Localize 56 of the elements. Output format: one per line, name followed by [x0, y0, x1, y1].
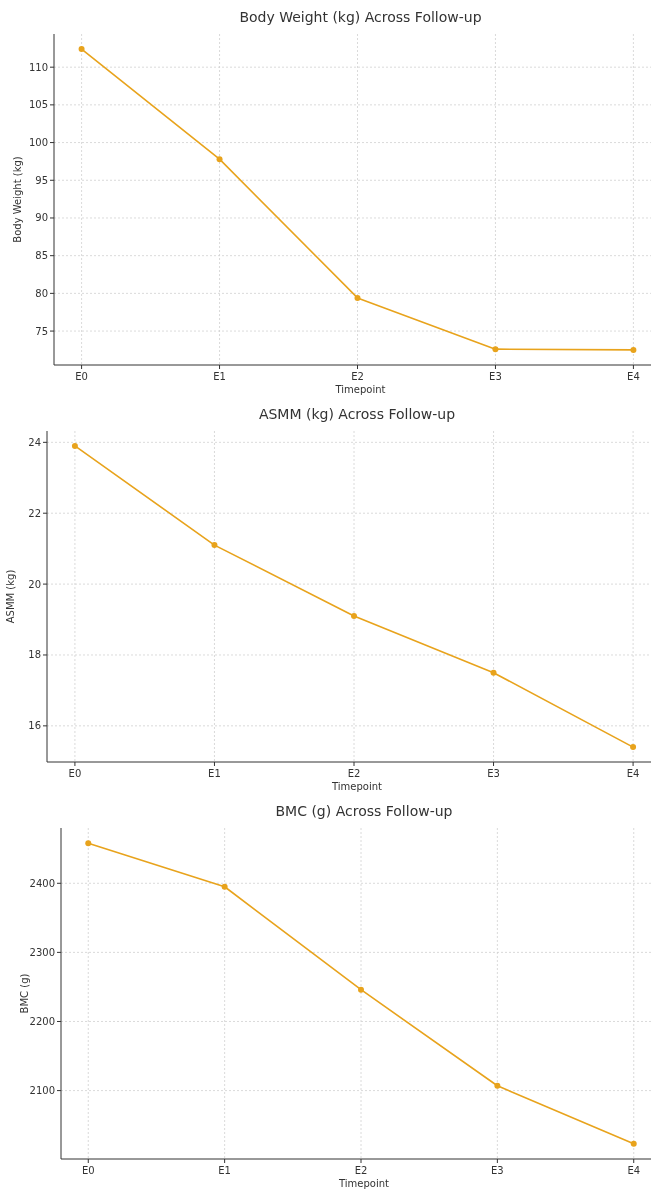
point — [78, 46, 85, 53]
y-axis-title: Body Weight (kg) — [12, 156, 23, 243]
point — [351, 612, 357, 619]
point — [630, 346, 637, 353]
x-tick-label: E3 — [491, 1165, 504, 1176]
x-tick-label: E2 — [347, 768, 361, 779]
y-tick-label: 2200 — [29, 1015, 55, 1027]
x-axis-title: Timepoint — [331, 781, 383, 792]
x-tick-label: E4 — [626, 768, 640, 779]
y-tick-label: 90 — [35, 212, 48, 224]
y-tick-label: 16 — [28, 720, 41, 732]
y-tick-label: 2400 — [29, 877, 55, 889]
x-tick-label: E2 — [351, 371, 364, 382]
chart-title: ASMM (kg) Across Follow-up — [258, 406, 456, 422]
y-tick-label: 80 — [35, 287, 48, 299]
y-tick-label: 100 — [28, 137, 48, 149]
point — [354, 294, 361, 301]
x-tick-label: E0 — [81, 1165, 95, 1176]
x-tick-label: E2 — [354, 1165, 368, 1176]
y-axis-title: ASMM (kg) — [5, 569, 16, 624]
y-axis-title: BMC (g) — [19, 973, 30, 1014]
point — [211, 542, 218, 549]
x-axis-title: Timepoint — [334, 384, 386, 395]
y-tick-label: 18 — [28, 649, 41, 661]
x-tick-label: E3 — [487, 768, 500, 779]
point — [494, 1082, 501, 1089]
point — [71, 442, 78, 449]
point — [492, 346, 499, 353]
y-tick-label: 110 — [28, 61, 48, 73]
point — [630, 744, 637, 751]
x-tick-label: E4 — [627, 371, 640, 382]
point — [490, 669, 497, 676]
point — [221, 883, 228, 890]
y-tick-label: 22 — [28, 507, 41, 519]
y-tick-label: 105 — [28, 99, 48, 111]
x-tick-label: E3 — [489, 371, 502, 382]
point — [85, 840, 92, 847]
x-tick-label: E0 — [68, 768, 82, 779]
y-tick-label: 95 — [35, 174, 48, 186]
y-tick-label: 24 — [28, 436, 41, 448]
x-axis-title: Timepoint — [338, 1178, 390, 1189]
x-tick-label: E0 — [75, 371, 88, 382]
y-tick-label: 75 — [35, 325, 48, 337]
x-tick-label: E4 — [627, 1165, 641, 1176]
point — [216, 156, 223, 163]
y-tick-label: 2100 — [29, 1085, 55, 1097]
y-tick-label: 2300 — [29, 946, 55, 958]
point — [358, 986, 364, 993]
chart-title: BMC (g) Across Follow-up — [275, 803, 453, 819]
y-tick-label: 85 — [35, 250, 48, 262]
x-tick-label: E1 — [213, 371, 226, 382]
point — [630, 1140, 637, 1147]
x-tick-label: E1 — [218, 1165, 231, 1176]
chart-title: Body Weight (kg) Across Follow-up — [239, 9, 482, 25]
y-tick-label: 20 — [28, 578, 41, 590]
x-tick-label: E1 — [208, 768, 221, 779]
